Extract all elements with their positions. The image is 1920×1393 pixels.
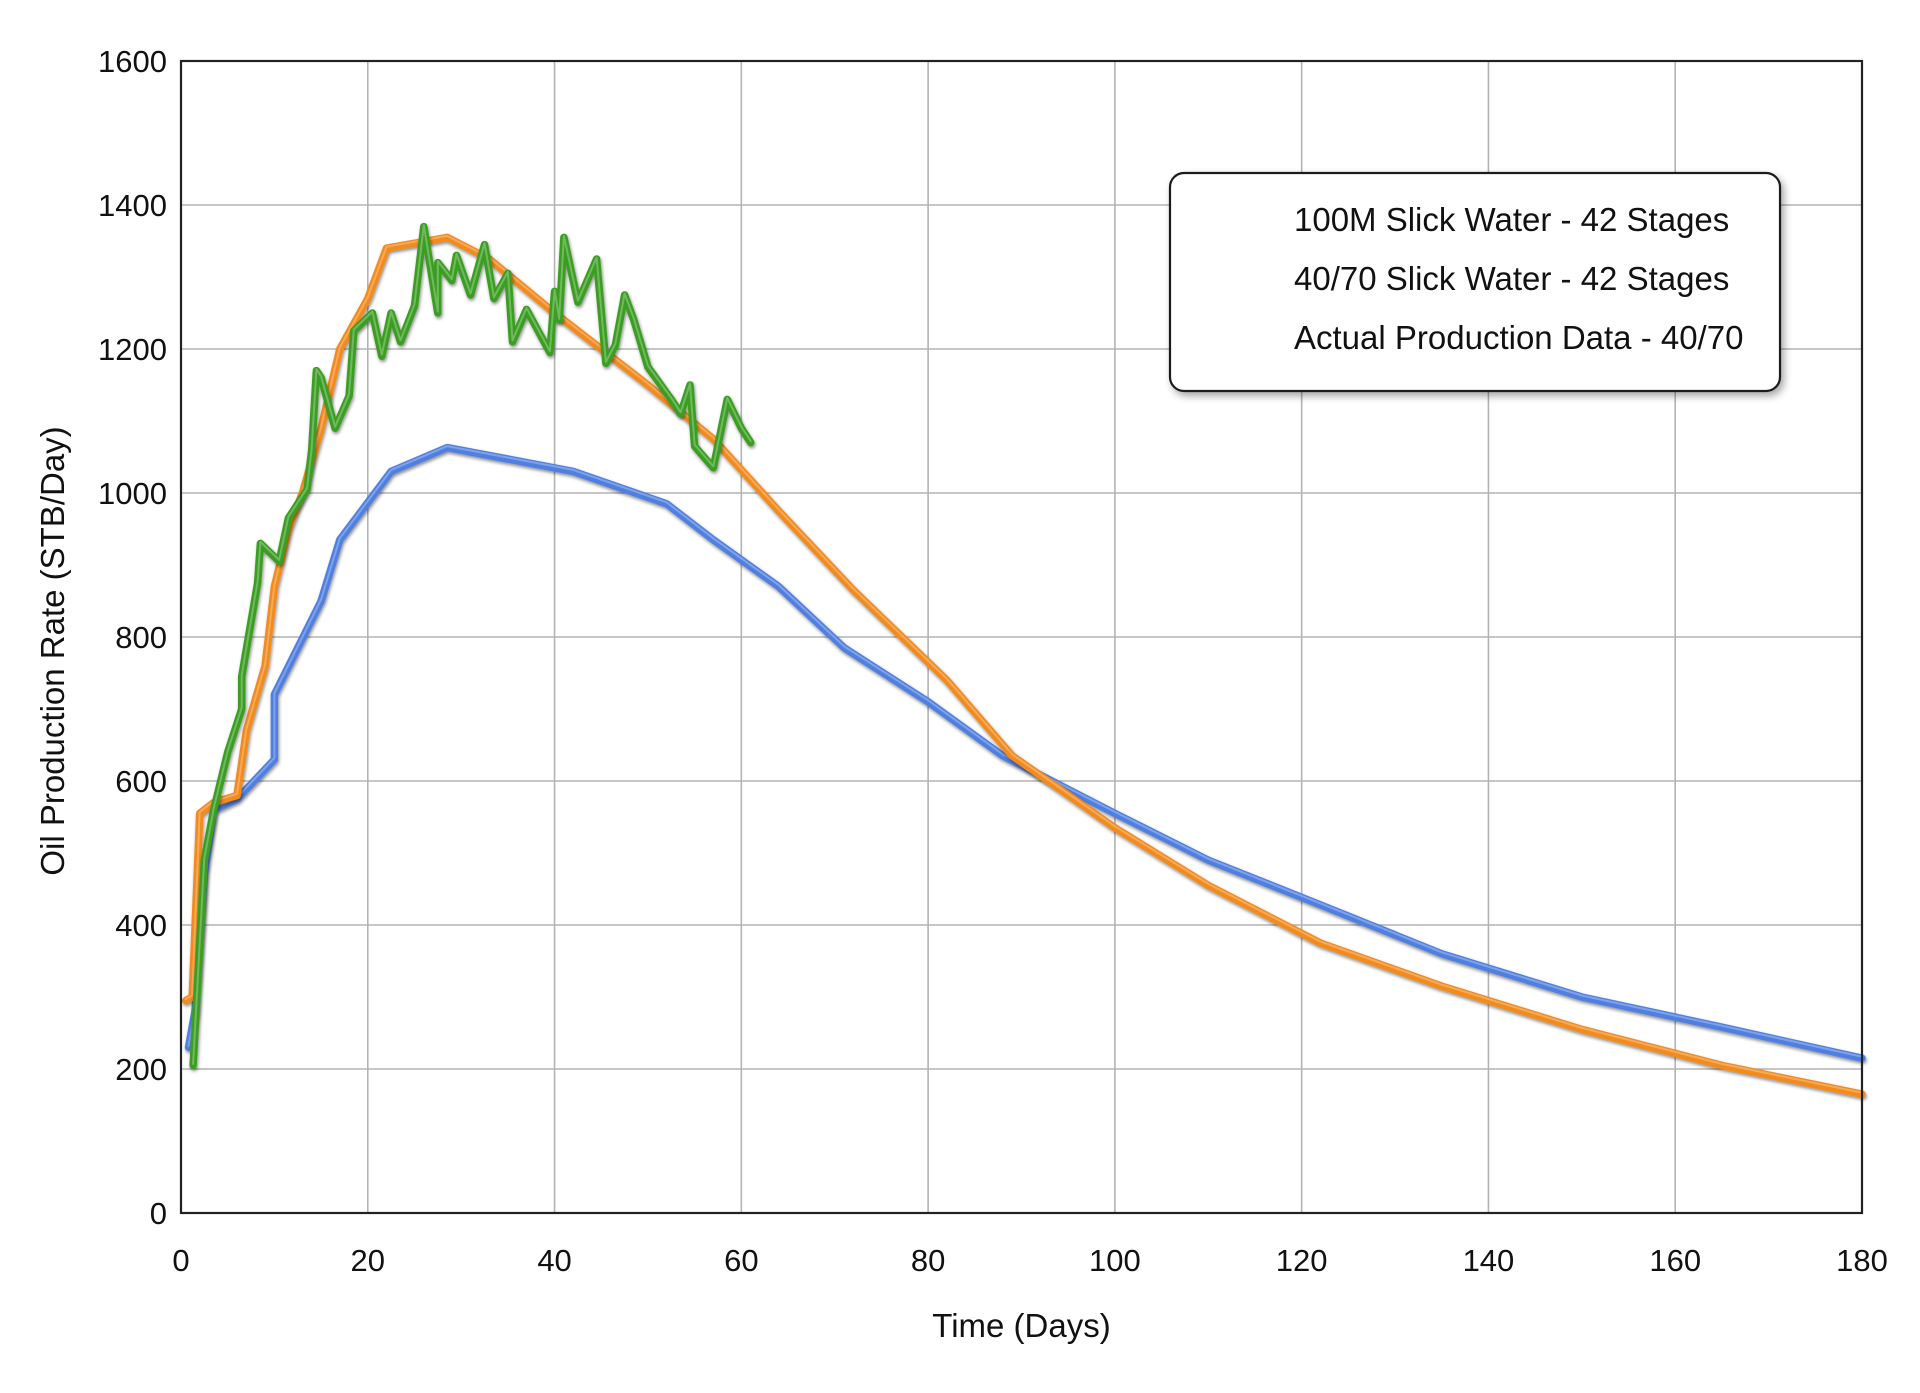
x-tick-label: 100: [1089, 1243, 1141, 1278]
y-tick-label: 400: [115, 908, 167, 943]
legend-item: 100M Slick Water - 42 Stages: [1204, 201, 1729, 238]
series-1-line: [184, 443, 1866, 1062]
y-axis-title: Oil Production Rate (STB/Day): [34, 426, 71, 875]
x-tick-label: 180: [1836, 1243, 1888, 1278]
y-tick-label: 200: [115, 1052, 167, 1087]
x-axis-title: Time (Days): [932, 1307, 1110, 1344]
x-tick-label: 160: [1649, 1243, 1701, 1278]
legend-box: [1168, 171, 1782, 393]
legend-label: Actual Production Data - 40/70: [1294, 319, 1743, 356]
tick-labels: 0 20 40 60 80 100 120 140 160 180 0 200 400 600 800 100…: [98, 44, 1888, 1278]
x-tick-label: 20: [351, 1243, 385, 1278]
legend-item: Actual Production Data - 40/70: [1204, 319, 1743, 356]
series-2-line: [181, 233, 1866, 1098]
series-3-line: [189, 222, 755, 1070]
legend-label: 40/70 Slick Water - 42 Stages: [1294, 260, 1729, 297]
legend-item: 40/70 Slick Water - 42 Stages: [1204, 260, 1729, 297]
legend: 100M Slick Water - 42 Stages 40/70 Slick …: [1168, 171, 1782, 393]
y-tick-label: 1600: [98, 44, 167, 79]
y-tick-label: 1200: [98, 332, 167, 367]
x-tick-label: 80: [911, 1243, 945, 1278]
y-tick-label: 0: [150, 1196, 167, 1231]
series-lines: [181, 222, 1866, 1098]
y-tick-label: 800: [115, 620, 167, 655]
x-tick-label: 140: [1463, 1243, 1515, 1278]
y-tick-label: 1000: [98, 476, 167, 511]
x-tick-label: 120: [1276, 1243, 1328, 1278]
x-tick-label: 0: [172, 1243, 189, 1278]
y-tick-label: 600: [115, 764, 167, 799]
plot-frame: [179, 59, 1864, 1215]
x-tick-label: 40: [537, 1243, 571, 1278]
y-tick-label: 1400: [98, 188, 167, 223]
legend-label: 100M Slick Water - 42 Stages: [1294, 201, 1729, 238]
x-tick-label: 60: [724, 1243, 758, 1278]
